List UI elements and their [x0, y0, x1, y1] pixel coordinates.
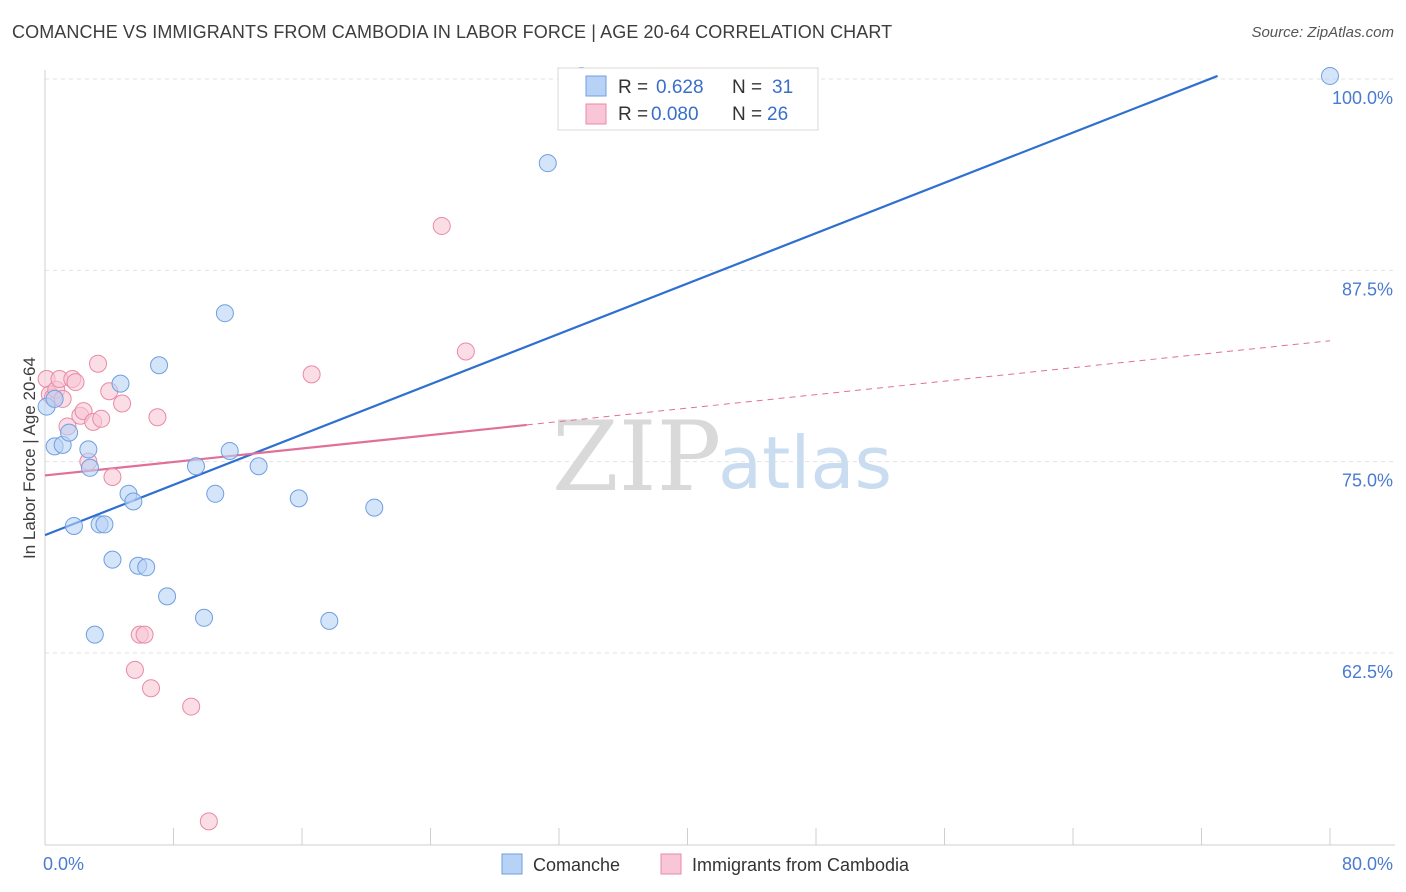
chart-title: COMANCHE VS IMMIGRANTS FROM CAMBODIA IN …	[12, 22, 893, 42]
data-point-cambodia	[92, 409, 111, 428]
data-point-comanche	[195, 608, 214, 627]
y-axis-label: In Labor Force | Age 20-64	[20, 357, 39, 559]
data-point-cambodia	[148, 408, 167, 427]
axes	[44, 70, 1395, 846]
source-label: Source: ZipAtlas.com	[1251, 24, 1394, 41]
legend-n-value: 26	[767, 104, 788, 125]
data-point-comanche	[111, 374, 130, 393]
trend-line-extended	[526, 340, 1331, 426]
data-point-comanche	[85, 625, 104, 644]
legend-label-cambodia: Immigrants from Cambodia	[692, 855, 910, 875]
data-point-comanche	[124, 492, 143, 511]
x-tick-label: 80.0%	[1342, 854, 1393, 874]
data-point-comanche	[206, 484, 225, 503]
data-points	[37, 66, 1339, 831]
data-point-cambodia	[103, 467, 122, 486]
watermark-atlas: atlas	[718, 421, 892, 505]
legend-r-value: 0.080	[651, 104, 699, 125]
legend-n-label: N =	[732, 77, 762, 98]
data-point-comanche	[60, 423, 79, 442]
legend-swatch-comanche	[501, 853, 523, 875]
data-point-cambodia	[432, 216, 451, 235]
data-point-comanche	[103, 550, 122, 569]
legend-n-value: 31	[772, 77, 793, 98]
trend-line-cambodia	[44, 423, 527, 477]
data-point-comanche	[365, 498, 384, 517]
correlation-legend: R = 0.628 N = 31 R = 0.080 N = 26	[557, 67, 819, 131]
series-legend: Comanche Immigrants from Cambodia	[501, 853, 910, 875]
data-point-comanche	[289, 489, 308, 508]
grid-lines	[45, 78, 1395, 654]
legend-r-value: 0.628	[656, 77, 704, 98]
data-point-comanche	[79, 440, 98, 459]
data-point-cambodia	[89, 354, 108, 373]
y-tick-label: 75.0%	[1342, 471, 1393, 491]
data-point-cambodia	[125, 660, 144, 679]
data-point-cambodia	[113, 394, 132, 413]
trend-lines	[44, 74, 1331, 537]
data-point-comanche	[64, 516, 83, 535]
watermark-zip: ZIP	[552, 401, 721, 513]
data-point-comanche	[95, 515, 114, 534]
data-point-cambodia	[199, 812, 218, 831]
trend-line-comanche	[44, 74, 1218, 537]
data-point-comanche	[220, 441, 239, 460]
data-point-cambodia	[456, 342, 475, 361]
x-tick-label: 0.0%	[43, 854, 84, 874]
y-tick-label: 100.0%	[1332, 88, 1393, 108]
data-point-cambodia	[135, 625, 154, 644]
legend-n-label: N =	[732, 104, 762, 125]
data-point-comanche	[45, 389, 64, 408]
data-point-comanche	[1321, 66, 1339, 85]
data-point-comanche	[158, 587, 177, 606]
data-point-cambodia	[66, 373, 85, 392]
y-tick-labels: 62.5% 75.0% 87.5% 100.0%	[1332, 88, 1393, 682]
data-point-comanche	[538, 154, 557, 173]
legend-swatch-comanche	[585, 75, 607, 97]
data-point-comanche	[215, 304, 234, 323]
legend-r-label: R =	[618, 77, 648, 98]
legend-label-comanche: Comanche	[533, 855, 620, 875]
x-tick-labels: 0.0% 80.0%	[43, 854, 1393, 874]
data-point-comanche	[80, 458, 99, 477]
y-tick-label: 62.5%	[1342, 662, 1393, 682]
data-point-cambodia	[182, 697, 201, 716]
legend-swatch-cambodia	[585, 103, 607, 125]
data-point-cambodia	[302, 365, 321, 384]
data-point-comanche	[186, 457, 205, 476]
y-tick-label: 87.5%	[1342, 279, 1393, 299]
data-point-comanche	[320, 611, 339, 630]
watermark: ZIP atlas	[552, 401, 892, 513]
data-point-cambodia	[142, 679, 161, 698]
data-point-comanche	[150, 356, 169, 375]
data-point-comanche	[137, 558, 156, 577]
legend-r-label: R =	[618, 104, 648, 125]
legend-swatch-cambodia	[660, 853, 682, 875]
data-point-comanche	[249, 457, 268, 476]
